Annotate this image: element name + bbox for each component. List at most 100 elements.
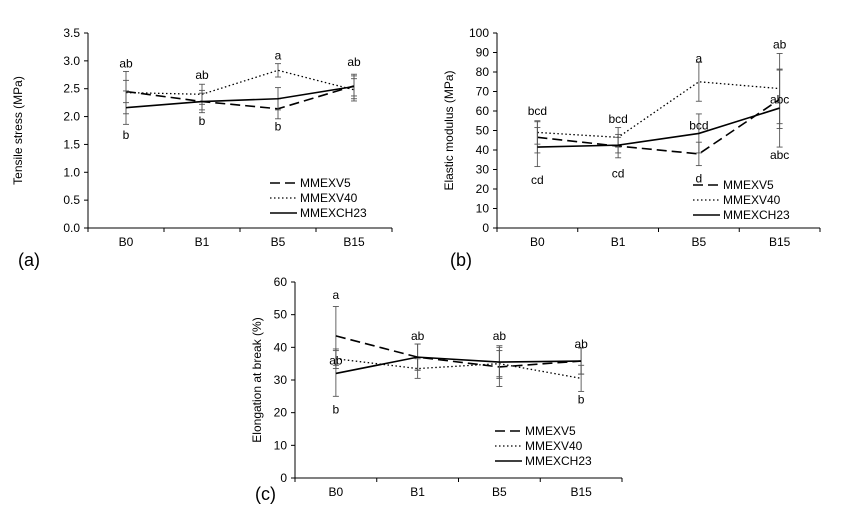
legend-label: MMEXCH23 (723, 208, 790, 222)
series-mmexv5 (123, 75, 357, 120)
series-line (537, 98, 781, 155)
annotation-label: b (578, 393, 585, 407)
y-tick-label: 0.5 (63, 193, 80, 207)
annotation-label: b (123, 128, 130, 142)
x-tick-label: B15 (343, 235, 365, 249)
y-tick-label: 2.5 (63, 82, 80, 96)
legend-label: MMEXCH23 (525, 454, 592, 468)
annotation-label: a (275, 48, 282, 62)
series-mmexv40 (123, 63, 357, 115)
x-tick-label: B0 (530, 235, 545, 249)
series-line (335, 358, 582, 380)
legend-label: MMEXV40 (723, 193, 781, 207)
legend-label: MMEXV5 (525, 424, 576, 438)
annotation-label: ab (773, 38, 787, 52)
panel-label-a: (a) (18, 250, 40, 270)
y-tick-label: 90 (476, 46, 490, 60)
annotation-label: b (199, 114, 206, 128)
x-tick-label: B1 (611, 235, 626, 249)
annotation-label: cd (531, 173, 544, 187)
annotation-label: ab (347, 55, 361, 69)
y-tick-label: 50 (274, 308, 288, 322)
y-tick-label: 40 (476, 143, 490, 157)
annotation-label: bcd (608, 112, 627, 126)
annotation-label: abc (770, 148, 789, 162)
annotation-label: b (333, 402, 340, 416)
y-axis-label: Tensile stress (MPa) (11, 76, 25, 185)
legend-label: MMEXV5 (300, 176, 351, 190)
y-tick-label: 1.5 (63, 137, 80, 151)
annotation-label: abc (770, 92, 789, 106)
y-tick-label: 0 (280, 471, 287, 485)
annotation-label: a (333, 288, 340, 302)
y-tick-label: 60 (274, 275, 288, 289)
y-tick-label: 10 (274, 438, 288, 452)
series-mmexv5 (332, 306, 585, 387)
y-tick-label: 3.0 (63, 54, 80, 68)
y-tick-label: 2.0 (63, 110, 80, 124)
series-line (335, 335, 582, 368)
x-tick-label: B1 (195, 235, 210, 249)
y-axis-label: Elongation at break (%) (250, 317, 264, 442)
series-mmexv5 (534, 69, 783, 167)
annotation-label: bcd (528, 104, 547, 118)
legend-label: MMEXV40 (300, 191, 358, 205)
x-tick-label: B15 (570, 485, 592, 499)
series-mmexch23 (332, 343, 585, 397)
legend-label: MMEXV5 (723, 178, 774, 192)
annotation-label: ab (411, 329, 425, 343)
y-tick-label: 70 (476, 85, 490, 99)
annotation-label: a (696, 51, 703, 65)
annotation-label: ab (195, 68, 209, 82)
annotation-label: ab (329, 353, 343, 367)
series-mmexch23 (123, 73, 357, 125)
y-tick-label: 60 (476, 104, 490, 118)
x-tick-label: B5 (271, 235, 286, 249)
x-tick-label: B0 (119, 235, 134, 249)
x-tick-label: B5 (492, 485, 507, 499)
series-mmexv40 (534, 53, 783, 148)
series-mmexv40 (332, 348, 585, 392)
legend-label: MMEXCH23 (300, 206, 367, 220)
annotation-label: ab (119, 57, 133, 71)
x-tick-label: B5 (692, 235, 707, 249)
x-tick-label: B1 (410, 485, 425, 499)
panel-label-b: (b) (450, 250, 472, 270)
y-tick-label: 10 (476, 202, 490, 216)
y-tick-label: 0 (482, 221, 489, 235)
y-tick-label: 0.0 (63, 221, 80, 235)
y-tick-label: 3.5 (63, 26, 80, 40)
y-tick-label: 1.0 (63, 165, 80, 179)
series-line (537, 81, 780, 138)
y-tick-label: 20 (476, 182, 490, 196)
series-line (125, 85, 355, 109)
y-tick-label: 50 (476, 124, 490, 138)
panel-c: 0 10 20 30 40 50 60 B0 B1 B5 B15 Elongation at brea… (250, 275, 623, 499)
annotation-label: cd (612, 166, 625, 180)
panel-a: 0.0 0.5 1.0 1.5 2.0 2.5 3.0 3.5 B0 B1 B5 B15 Tensile… (11, 26, 393, 249)
y-tick-label: 80 (476, 65, 490, 79)
x-tick-label: B0 (329, 485, 344, 499)
series-line (537, 107, 780, 148)
panel-label-c: (c) (255, 484, 276, 504)
y-axis-label: Elastic modulus (MPa) (442, 70, 456, 190)
annotation-label: bcd (689, 119, 708, 133)
series-line (125, 85, 355, 110)
y-tick-label: 30 (274, 373, 288, 387)
y-tick-label: 20 (274, 406, 288, 420)
series-mmexch23 (534, 68, 783, 168)
y-tick-label: 30 (476, 163, 490, 177)
series-line (335, 356, 582, 375)
annotation-label: ab (493, 329, 507, 343)
annotation-label: b (275, 120, 282, 134)
panel-b: 0 10 20 30 40 50 60 70 80 90 100 B0 B1 B5 B15 Elastic m… (442, 26, 821, 249)
y-tick-label: 40 (274, 340, 288, 354)
legend-label: MMEXV40 (525, 439, 583, 453)
x-tick-label: B15 (769, 235, 791, 249)
annotation-label: ab (574, 337, 588, 351)
annotation-label: d (696, 171, 703, 185)
